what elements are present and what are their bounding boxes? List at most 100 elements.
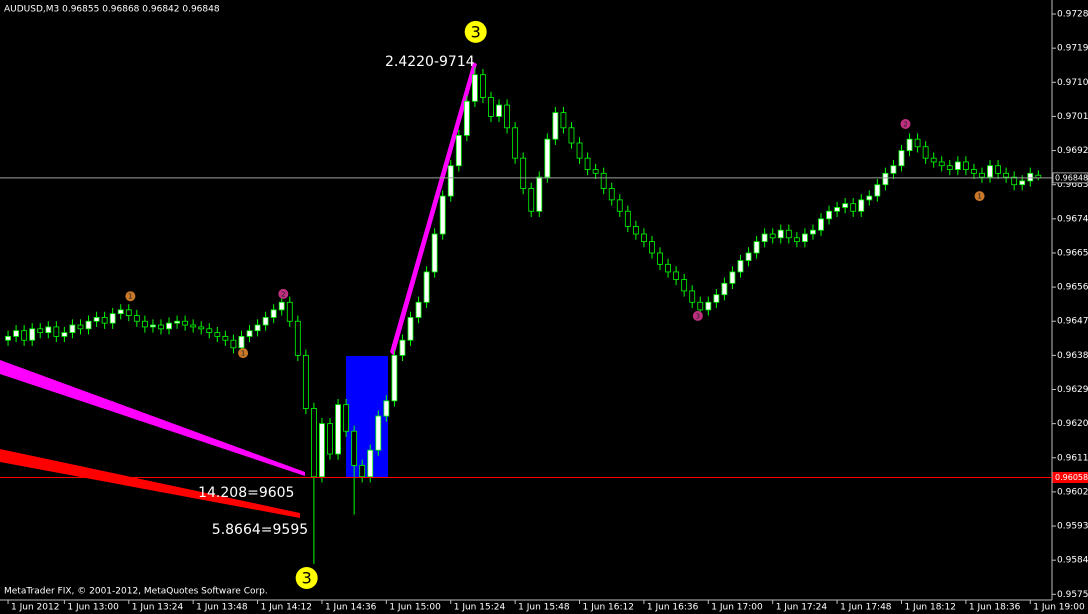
wave-marker bbox=[278, 288, 289, 299]
wave-marker bbox=[974, 191, 985, 202]
candle-body bbox=[600, 172, 607, 189]
candle-body bbox=[1019, 180, 1026, 186]
wave-marker bbox=[238, 348, 249, 359]
candle-body bbox=[641, 233, 647, 242]
candle-body bbox=[359, 464, 366, 478]
candle-body bbox=[632, 226, 639, 235]
candle-body bbox=[45, 326, 52, 334]
y-tick-label: 0.95750 bbox=[1057, 590, 1088, 600]
candle-body bbox=[141, 320, 148, 328]
x-tick-label: 1 Jun 17:48 bbox=[840, 603, 892, 613]
candle-body bbox=[834, 207, 840, 212]
candle-body bbox=[528, 188, 535, 212]
candle-body bbox=[649, 241, 655, 254]
candle-body bbox=[21, 330, 28, 341]
x-tick-label: 1 Jun 13:00 bbox=[67, 603, 119, 613]
candle-body bbox=[407, 317, 414, 341]
level-label: 0.96058 bbox=[1055, 473, 1088, 482]
candle-body bbox=[552, 112, 559, 140]
candle-body bbox=[439, 195, 446, 235]
x-tick-label: 1 Jun 16:36 bbox=[647, 603, 699, 613]
candle-body bbox=[681, 279, 688, 292]
candle-body bbox=[391, 354, 398, 402]
candle-body bbox=[842, 203, 849, 208]
candle-body bbox=[214, 332, 221, 337]
candle-body bbox=[946, 165, 953, 170]
wave-marker bbox=[692, 310, 703, 321]
candle-body bbox=[206, 328, 213, 334]
candle-body bbox=[576, 142, 583, 159]
candle-body bbox=[455, 134, 462, 167]
candle-body bbox=[431, 233, 438, 273]
x-tick-label: 1 Jun 15:00 bbox=[389, 603, 441, 613]
candle-body bbox=[922, 146, 929, 159]
candle-body bbox=[53, 326, 60, 337]
candle-body bbox=[995, 165, 1001, 174]
candle-body bbox=[713, 294, 720, 303]
level-label: 0.96848 bbox=[1055, 173, 1088, 182]
candle-body bbox=[954, 161, 961, 170]
candle-body bbox=[399, 339, 406, 356]
candle-body bbox=[254, 324, 261, 332]
candle-body bbox=[319, 423, 325, 478]
level-tag bbox=[1052, 471, 1088, 483]
candle-body bbox=[665, 263, 671, 273]
candle-body bbox=[962, 161, 969, 170]
wave-marker-label: 2 bbox=[281, 290, 285, 298]
wave-marker-label: 3 bbox=[696, 312, 700, 320]
candle-body bbox=[544, 138, 551, 178]
header: AUDUSD,M3 0.96855 0.96868 0.96842 0.9684… bbox=[4, 5, 220, 15]
candle-body bbox=[150, 324, 156, 328]
x-tick-label: 1 Jun 15:24 bbox=[454, 603, 506, 613]
candle-body bbox=[826, 210, 832, 220]
candle-body bbox=[471, 74, 478, 102]
candle-body bbox=[13, 330, 19, 337]
candle-body bbox=[890, 165, 897, 174]
wave-label-circle bbox=[295, 567, 318, 590]
candle-body bbox=[777, 229, 784, 239]
annotation: 5.8664=9595 bbox=[212, 522, 308, 538]
candle-body bbox=[133, 315, 140, 322]
candle-body bbox=[101, 317, 108, 324]
wave-label-circle bbox=[464, 20, 487, 43]
candle-body bbox=[77, 324, 84, 330]
candle-body bbox=[624, 210, 631, 227]
candle-body bbox=[906, 138, 913, 151]
candle-body bbox=[938, 161, 945, 167]
candle-body bbox=[125, 309, 132, 316]
candle-body bbox=[270, 309, 277, 318]
candle-body bbox=[5, 336, 11, 341]
wave-label: 3 bbox=[302, 569, 312, 588]
candle-body bbox=[971, 169, 977, 174]
candle-body bbox=[351, 430, 358, 466]
x-tick-label: 1 Jun 2012 bbox=[11, 603, 59, 613]
x-tick-label: 1 Jun 17:24 bbox=[776, 603, 828, 613]
candle-body bbox=[166, 322, 172, 330]
candle-body bbox=[1003, 172, 1010, 178]
copyright: MetaTrader FIX, © 2001-2012, MetaQuotes … bbox=[4, 587, 268, 597]
wave-marker-label: 2 bbox=[903, 121, 907, 129]
wave-marker-label: 1 bbox=[128, 293, 132, 301]
candle-body bbox=[769, 233, 776, 239]
candle-body bbox=[914, 138, 921, 148]
candle-body bbox=[745, 252, 752, 261]
candle-body bbox=[230, 339, 237, 349]
candle-body bbox=[721, 282, 728, 296]
candle-body bbox=[383, 400, 390, 417]
candle-body bbox=[343, 404, 350, 432]
candle-body bbox=[793, 237, 800, 242]
x-tick-label: 1 Jun 15:48 bbox=[518, 603, 570, 613]
